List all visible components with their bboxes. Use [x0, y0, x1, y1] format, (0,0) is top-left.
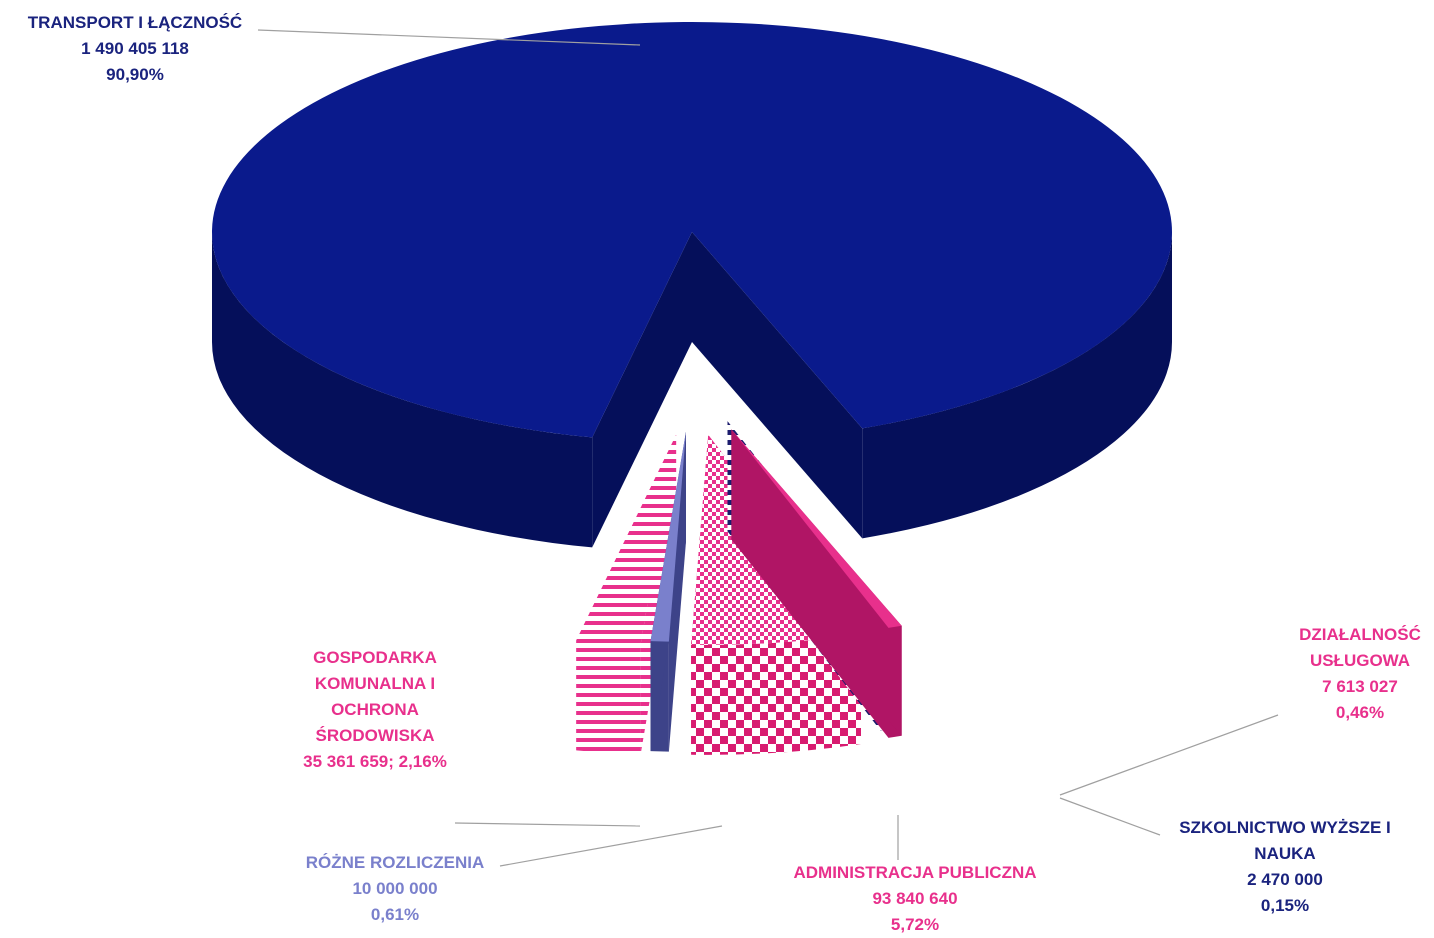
leader-line-transport	[257, 29, 641, 46]
label-rozne-name: RÓŻNE ROZLICZENIA	[305, 853, 485, 872]
slice-rozne-top	[650, 431, 686, 642]
label-gospodarka-value: 35 361 659; 2,16%	[303, 752, 447, 771]
slice-uslugowa-top	[731, 429, 902, 628]
leader-line-gospodarka	[454, 822, 641, 827]
leader-line-rozne	[499, 825, 723, 867]
label-szkolnictwo-name-1: SZKOLNICTWO WYŻSZE I	[1179, 818, 1391, 837]
slice-transport-top	[211, 22, 1172, 438]
label-gospodarka-name-2: KOMUNALNA I	[314, 674, 436, 693]
slice-uslugowa-cut-1	[731, 429, 889, 738]
label-administracja-percent: 5,72%	[890, 915, 940, 934]
slice-transport-cut-1	[692, 232, 863, 539]
slice-uslugowa	[731, 429, 902, 738]
leader-line-szkolnictwo	[1059, 797, 1161, 836]
label-szkolnictwo: SZKOLNICTWO WYŻSZE I NAUKA 2 470 000 0,1…	[1150, 815, 1420, 919]
label-administracja-value: 93 840 640	[872, 889, 958, 908]
label-gospodarka-name-1: GOSPODARKA	[313, 648, 437, 667]
label-uslugowa-name-2: USŁUGOWA	[1309, 651, 1411, 670]
label-transport-value: 1 490 405 118	[81, 39, 189, 58]
label-rozne-rozliczenia: RÓŻNE ROZLICZENIA 10 000 000 0,61%	[280, 850, 510, 928]
label-administracja-name: ADMINISTRACJA PUBLICZNA	[793, 863, 1037, 882]
label-dzialalnosc-uslugowa: DZIAŁALNOŚĆ USŁUGOWA 7 613 027 0,46%	[1270, 622, 1434, 726]
label-rozne-value: 10 000 000	[352, 879, 438, 898]
label-gospodarka-name-4: ŚRODOWISKA	[315, 726, 435, 745]
label-transport-percent: 90,90%	[106, 65, 164, 84]
slice-rozne	[650, 431, 686, 752]
label-szkolnictwo-name-2: NAUKA	[1254, 844, 1316, 863]
slice-transport-cut-0	[592, 232, 692, 548]
label-uslugowa-name-1: DZIAŁALNOŚĆ	[1299, 625, 1421, 644]
slice-transport-wall	[862, 232, 1172, 539]
slice-gospodarka-top	[576, 434, 677, 645]
slice-transport-wall	[212, 232, 593, 548]
label-rozne-percent: 0,61%	[370, 905, 420, 924]
label-administracja: ADMINISTRACJA PUBLICZNA 93 840 640 5,72%	[760, 860, 1070, 938]
label-gospodarka-name-3: OCHRONA	[331, 700, 419, 719]
slice-transport	[211, 22, 1172, 548]
slice-gospodarka	[576, 434, 677, 755]
leader-line-uslugowa	[1059, 714, 1279, 796]
label-uslugowa-percent: 0,46%	[1335, 703, 1385, 722]
label-transport-name: TRANSPORT I ŁĄCZNOŚĆ	[27, 13, 243, 32]
label-szkolnictwo-percent: 0,15%	[1260, 896, 1310, 915]
label-szkolnictwo-value: 2 470 000	[1247, 870, 1323, 889]
label-uslugowa-value: 7 613 027	[1322, 677, 1398, 696]
label-transport: TRANSPORT I ŁĄCZNOŚĆ 1 490 405 118 90,90…	[10, 10, 260, 88]
label-gospodarka: GOSPODARKA KOMUNALNA I OCHRONA ŚRODOWISK…	[270, 645, 480, 775]
